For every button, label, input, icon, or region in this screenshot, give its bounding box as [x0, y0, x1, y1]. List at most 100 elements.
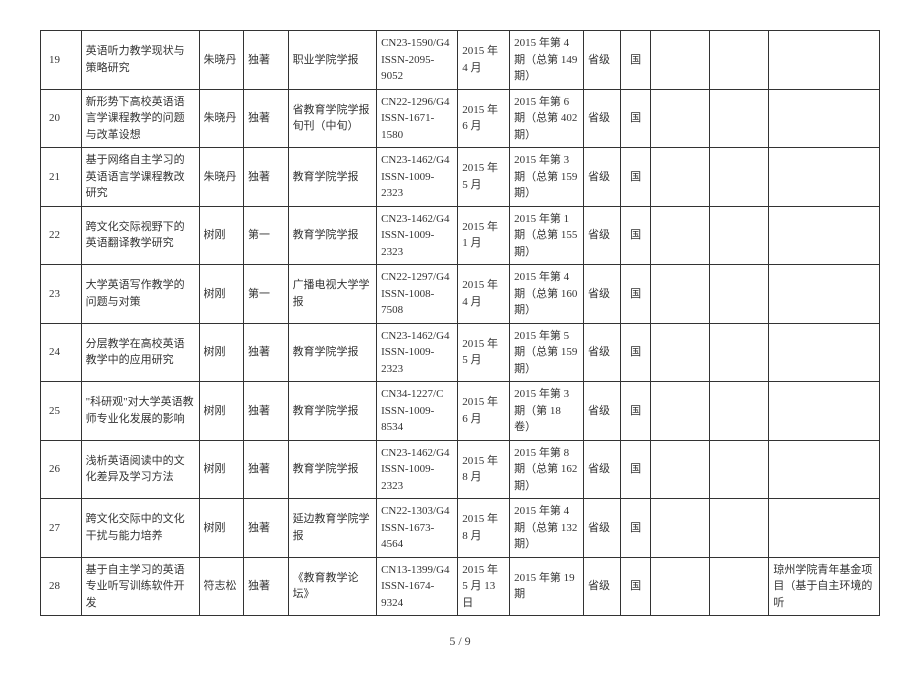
cell-extra1	[651, 499, 710, 558]
table-row: 21基于网络自主学习的英语语言学课程教改研究朱晓丹独著教育学院学报CN23-14…	[41, 148, 880, 207]
cell-date: 2015 年 1 月	[458, 206, 510, 265]
cell-role: 独著	[244, 89, 289, 148]
cell-issue: 2015 年第 3 期（总第 159 期）	[510, 148, 584, 207]
cell-extra2	[710, 31, 769, 90]
cell-issn: CN23-1590/G4 ISSN-2095-9052	[377, 31, 458, 90]
cell-nation: 国	[621, 382, 651, 441]
cell-title: 英语听力教学现状与策略研究	[81, 31, 199, 90]
cell-role: 独著	[244, 499, 289, 558]
cell-issn: CN23-1462/G4 ISSN-1009-2323	[377, 323, 458, 382]
cell-note	[769, 206, 880, 265]
cell-num: 21	[41, 148, 82, 207]
cell-nation: 国	[621, 557, 651, 616]
cell-num: 24	[41, 323, 82, 382]
cell-issue: 2015 年第 1 期（总第 155 期）	[510, 206, 584, 265]
cell-date: 2015 年 5 月 13 日	[458, 557, 510, 616]
cell-extra2	[710, 265, 769, 324]
cell-role: 独著	[244, 31, 289, 90]
cell-role: 独著	[244, 323, 289, 382]
cell-issn: CN22-1297/G4 ISSN-1008-7508	[377, 265, 458, 324]
cell-extra1	[651, 323, 710, 382]
cell-note	[769, 89, 880, 148]
cell-note	[769, 499, 880, 558]
cell-author: 树刚	[199, 265, 244, 324]
cell-issn: CN34-1227/C ISSN-1009-8534	[377, 382, 458, 441]
cell-num: 19	[41, 31, 82, 90]
cell-level: 省级	[583, 440, 620, 499]
cell-issn: CN13-1399/G4 ISSN-1674-9324	[377, 557, 458, 616]
cell-date: 2015 年 5 月	[458, 148, 510, 207]
cell-journal: 教育学院学报	[288, 323, 377, 382]
cell-extra2	[710, 382, 769, 441]
cell-title: 大学英语写作教学的问题与对策	[81, 265, 199, 324]
cell-journal: 教育学院学报	[288, 148, 377, 207]
cell-level: 省级	[583, 382, 620, 441]
cell-nation: 国	[621, 89, 651, 148]
cell-extra2	[710, 440, 769, 499]
cell-issn: CN23-1462/G4 ISSN-1009-2323	[377, 206, 458, 265]
cell-extra2	[710, 89, 769, 148]
cell-title: 跨文化交际视野下的英语翻译教学研究	[81, 206, 199, 265]
cell-level: 省级	[583, 148, 620, 207]
cell-date: 2015 年 6 月	[458, 382, 510, 441]
cell-role: 独著	[244, 557, 289, 616]
cell-journal: 广播电视大学学报	[288, 265, 377, 324]
cell-journal: 教育学院学报	[288, 382, 377, 441]
cell-title: 新形势下高校英语语言学课程教学的问题与改革设想	[81, 89, 199, 148]
cell-extra2	[710, 206, 769, 265]
cell-date: 2015 年 8 月	[458, 440, 510, 499]
page-total: 9	[465, 634, 471, 648]
cell-issn: CN22-1296/G4 ISSN-1671-1580	[377, 89, 458, 148]
cell-note	[769, 382, 880, 441]
cell-title: 分层教学在高校英语教学中的应用研究	[81, 323, 199, 382]
cell-date: 2015 年 4 月	[458, 31, 510, 90]
table-row: 26浅析英语阅读中的文化差异及学习方法树刚独著教育学院学报CN23-1462/G…	[41, 440, 880, 499]
cell-issue: 2015 年第 6 期（总第 402 期）	[510, 89, 584, 148]
cell-num: 26	[41, 440, 82, 499]
cell-note	[769, 148, 880, 207]
cell-role: 独著	[244, 148, 289, 207]
cell-date: 2015 年 8 月	[458, 499, 510, 558]
cell-level: 省级	[583, 31, 620, 90]
cell-role: 独著	[244, 440, 289, 499]
cell-num: 22	[41, 206, 82, 265]
cell-extra1	[651, 382, 710, 441]
cell-author: 树刚	[199, 323, 244, 382]
cell-issue: 2015 年第 4 期（总第 132 期）	[510, 499, 584, 558]
cell-extra2	[710, 499, 769, 558]
cell-journal: 职业学院学报	[288, 31, 377, 90]
cell-issue: 2015 年第 3 期（第 18 卷）	[510, 382, 584, 441]
cell-extra1	[651, 440, 710, 499]
table-row: 25"科研观"对大学英语教师专业化发展的影响树刚独著教育学院学报CN34-122…	[41, 382, 880, 441]
cell-nation: 国	[621, 440, 651, 499]
table-row: 22跨文化交际视野下的英语翻译教学研究树刚第一教育学院学报CN23-1462/G…	[41, 206, 880, 265]
publication-table: 19英语听力教学现状与策略研究朱晓丹独著职业学院学报CN23-1590/G4 I…	[40, 30, 880, 616]
cell-issn: CN22-1303/G4 ISSN-1673-4564	[377, 499, 458, 558]
cell-note: 琼州学院青年基金项目（基于自主环境的听	[769, 557, 880, 616]
cell-level: 省级	[583, 557, 620, 616]
cell-role: 第一	[244, 206, 289, 265]
cell-extra2	[710, 557, 769, 616]
cell-nation: 国	[621, 265, 651, 324]
cell-author: 朱晓丹	[199, 148, 244, 207]
table-row: 28基于自主学习的英语专业听写训练软件开发符志松独著《教育教学论坛》CN13-1…	[41, 557, 880, 616]
cell-role: 独著	[244, 382, 289, 441]
cell-date: 2015 年 4 月	[458, 265, 510, 324]
cell-title: 浅析英语阅读中的文化差异及学习方法	[81, 440, 199, 499]
cell-author: 朱晓丹	[199, 89, 244, 148]
cell-extra1	[651, 148, 710, 207]
cell-issue: 2015 年第 8 期（总第 162 期）	[510, 440, 584, 499]
cell-num: 27	[41, 499, 82, 558]
cell-title: 基于网络自主学习的英语语言学课程教改研究	[81, 148, 199, 207]
cell-author: 树刚	[199, 499, 244, 558]
cell-extra1	[651, 265, 710, 324]
cell-author: 符志松	[199, 557, 244, 616]
cell-num: 20	[41, 89, 82, 148]
table-row: 23大学英语写作教学的问题与对策树刚第一广播电视大学学报CN22-1297/G4…	[41, 265, 880, 324]
cell-extra1	[651, 31, 710, 90]
cell-issue: 2015 年第 4 期（总第 160 期）	[510, 265, 584, 324]
cell-level: 省级	[583, 499, 620, 558]
cell-extra2	[710, 323, 769, 382]
cell-issue: 2015 年第 4 期（总第 149 期）	[510, 31, 584, 90]
cell-title: 跨文化交际中的文化干扰与能力培养	[81, 499, 199, 558]
